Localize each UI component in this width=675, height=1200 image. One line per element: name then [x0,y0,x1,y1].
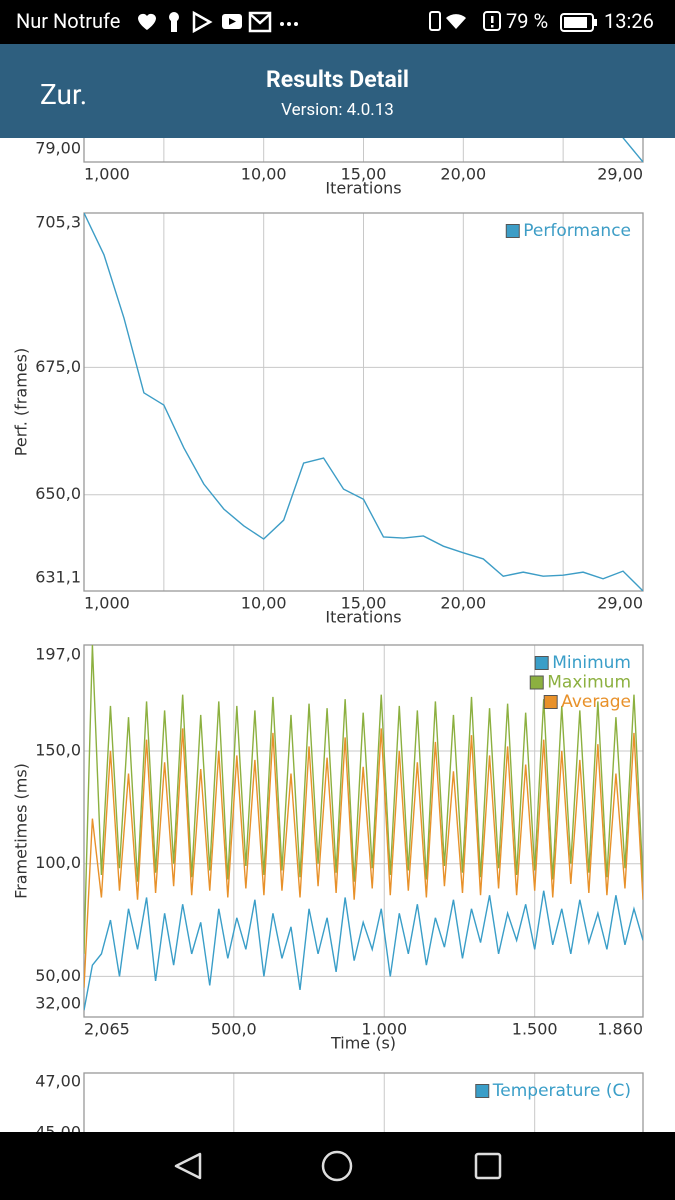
y-tick-label: 100,0 [35,853,81,872]
battery-fill [564,17,587,28]
legend-label: Average [561,692,631,712]
legend-swatch [543,695,558,709]
y-tick-label: 47,00 [35,1071,81,1090]
page-subtitle: Version: 4.0.13 [281,100,394,120]
y-tick-label: 197,0 [35,645,81,664]
series-line [84,890,643,1011]
legend-label: Minimum [552,653,631,673]
back-button[interactable]: Zur. [40,78,88,111]
play-icon [192,10,213,34]
series-line [84,728,643,988]
y-tick-label: 650,0 [35,484,81,503]
x-tick-label: 20,00 [440,165,486,184]
key-icon-stem [171,20,177,32]
x-tick-label: 1,000 [84,594,130,613]
key-icon [169,12,179,22]
x-tick-label: 1.500 [512,1020,558,1039]
y-axis-label: Frametimes (ms) [12,763,31,899]
status-icons [138,10,298,34]
x-tick-label: 1,000 [84,165,130,184]
y-tick-label: 631,1 [35,568,81,587]
legend-swatch [475,1084,490,1098]
recents-nav[interactable] [474,1152,502,1180]
series-line [84,645,643,954]
youtube-play [229,18,236,25]
x-axis-label: Time (s) [330,1034,396,1053]
y-tick-label: 705,3 [35,213,81,232]
carrier: Nur Notrufe [16,9,121,33]
more-dot [280,22,284,26]
legend-swatch [505,224,520,238]
y-tick-label: 79,00 [35,139,81,158]
x-tick-label: 500,0 [211,1020,257,1039]
y-tick-label: 50,00 [35,966,81,985]
alert-mark [491,16,494,23]
connectivity-icons [429,11,501,31]
y-tick-label: 675,0 [35,357,81,376]
battery-icon [560,13,597,32]
mail-flap [249,13,271,25]
x-tick-label: 2,065 [84,1020,130,1039]
x-tick-label: 1.000 [361,1020,407,1039]
y-tick-label: 32,00 [35,994,81,1013]
x-axis-label: Iterations [325,608,401,627]
legend-swatch [534,656,549,670]
x-tick-label: 20,00 [440,594,486,613]
x-tick-label: 29,00 [597,165,643,184]
battery-tip [594,19,597,26]
page-title: Results Detail [266,66,409,93]
series-line [84,213,643,591]
legend-label: Maximum [547,673,631,693]
alert-dot [491,25,494,28]
plot-frame [83,644,644,1018]
x-tick-label: 1.860 [597,1020,643,1039]
y-axis-label: Perf. (frames) [12,348,31,456]
sim-alert-icon [483,11,501,31]
x-tick-label: 29,00 [597,594,643,613]
battery-outline [560,13,594,32]
x-tick-label: 15,00 [341,165,387,184]
app-header: Zur. Results Detail Version: 4.0.13 [0,44,675,138]
x-tick-label: 10,00 [241,594,287,613]
mail-icon [248,11,272,33]
clock: 13:26 [604,9,654,33]
chart: 631,1 650,0 675,0 705,3 1,000 10,00 15,00 20,00… [12,212,644,627]
home-nav[interactable] [321,1150,353,1182]
x-axis-label: Iterations [325,179,401,198]
health-icon [138,13,156,30]
nav-buttons [174,1150,502,1182]
navigation-bar [0,1132,675,1200]
back-nav[interactable] [174,1152,202,1180]
wifi-icon [446,14,466,29]
more-dot [287,22,291,26]
plot-frame [83,212,644,592]
x-tick-label: 10,00 [241,165,287,184]
chart: 32,00 50,00 100,0 150,0 197,0 2,065 500,0 1.000… [12,644,644,1053]
plot-area [84,213,643,591]
battery-level: 79 % [506,9,549,33]
more-dot [294,22,298,26]
legend-swatch [529,675,544,690]
y-tick-label: 150,0 [35,740,81,759]
vibrate-icon [429,11,441,31]
legend-label: Temperature (C) [492,1081,631,1101]
x-tick-label: 15,00 [341,594,387,613]
legend-label: Performance [523,221,631,241]
plot-area [84,645,643,1011]
status-bar: Nur Notrufe 79 % 13:26 [0,0,675,44]
